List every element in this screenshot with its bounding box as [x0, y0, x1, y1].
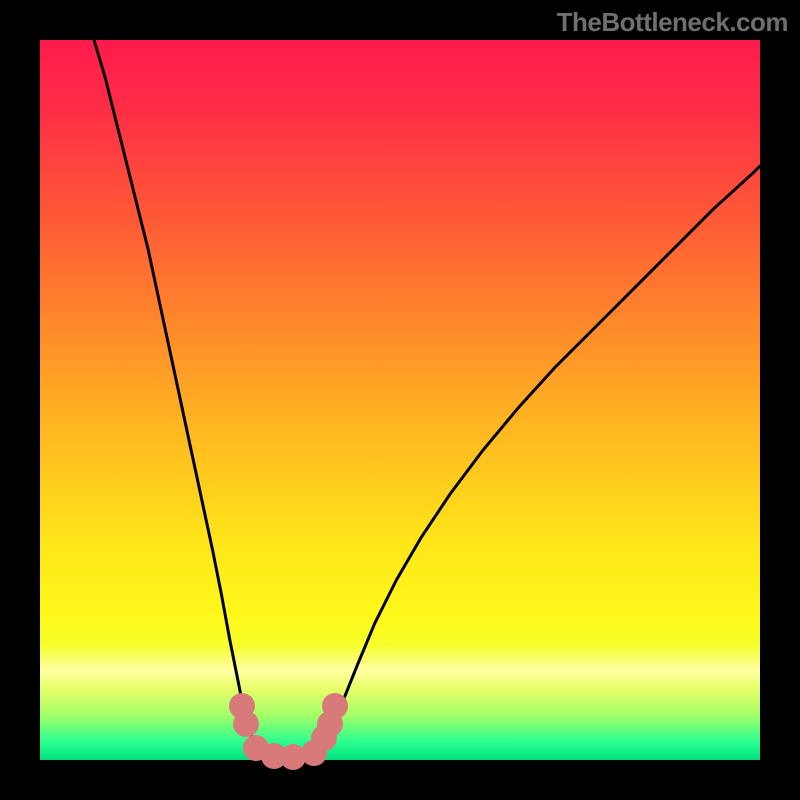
curve-layer	[0, 0, 800, 800]
watermark-text: TheBottleneck.com	[557, 7, 788, 38]
bottleneck-curve	[94, 40, 760, 759]
chart-canvas: TheBottleneck.com	[0, 0, 800, 800]
data-marker	[322, 693, 348, 719]
data-marker	[233, 711, 259, 737]
